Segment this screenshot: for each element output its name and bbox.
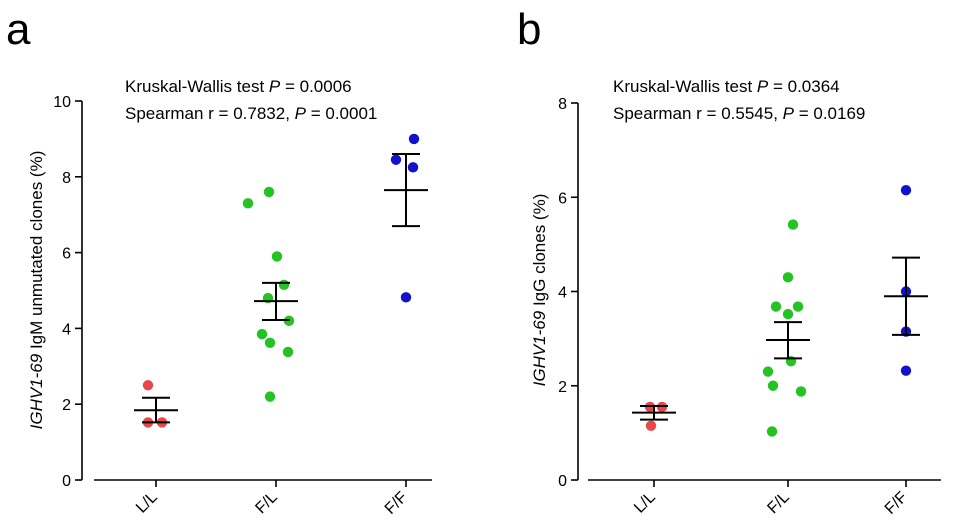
- y-tick-label: 2: [62, 397, 71, 414]
- data-point: [900, 184, 912, 196]
- panel-b: b Kruskal-Wallis test P = 0.0364 Spearma…: [517, 5, 941, 518]
- data-point: [782, 272, 794, 283]
- data-point: [256, 328, 268, 340]
- data-point: [900, 365, 912, 376]
- stat-line-2: Spearman r = 0.5545, P = 0.0169: [613, 104, 865, 123]
- y-tick-label: 2: [558, 379, 567, 396]
- group-f-l: [762, 219, 810, 437]
- axes: 0 2 4 6 8 10 L/L F/L F/F: [53, 94, 432, 518]
- data-point: [278, 279, 290, 291]
- stat-line-1: Kruskal-Wallis test P = 0.0364: [613, 77, 840, 96]
- data-point: [400, 292, 412, 303]
- data-point: [282, 346, 294, 358]
- y-tick-label: 10: [53, 94, 71, 111]
- data-point: [770, 301, 782, 312]
- stat-line-2: Spearman r = 0.7832, P = 0.0001: [125, 104, 377, 123]
- data-point: [271, 251, 283, 262]
- data-point: [645, 420, 657, 432]
- marks: [632, 184, 928, 437]
- y-tick-label: 6: [558, 190, 567, 207]
- data-point: [390, 154, 402, 165]
- y-tick-label: 8: [558, 96, 567, 113]
- y-axis-label: IGHV1-69 IgG clones (%): [530, 194, 549, 387]
- x-tick-label: F/L: [764, 489, 792, 517]
- x-tick-label: L/L: [631, 489, 659, 517]
- data-point: [782, 308, 794, 320]
- data-point: [792, 301, 804, 312]
- y-tick-label: 0: [558, 473, 567, 490]
- group-l-l: [134, 380, 178, 428]
- group-l-l: [632, 401, 676, 432]
- data-point: [264, 391, 276, 402]
- panel-a: a Kruskal-Wallis test P = 0.0006 Spearma…: [6, 5, 432, 518]
- y-tick-label: 8: [62, 170, 71, 187]
- panel-letter: b: [517, 5, 541, 54]
- stat-line-1: Kruskal-Wallis test P = 0.0006: [125, 77, 352, 96]
- data-point: [408, 133, 420, 145]
- data-point: [142, 380, 154, 391]
- data-point: [407, 162, 419, 173]
- data-point: [787, 219, 799, 230]
- y-axis-label: IGHV1-69 IgM unmutated clones (%): [27, 151, 46, 430]
- y-tick-label: 0: [62, 473, 71, 490]
- x-tick-label: L/L: [133, 489, 161, 517]
- y-tick-label: 6: [62, 246, 71, 263]
- y-tick-label: 4: [558, 285, 567, 302]
- marks: [134, 133, 428, 428]
- group-f-l: [242, 186, 298, 402]
- data-point: [762, 366, 774, 377]
- axes: 0 2 4 6 8 L/L F/L F/F: [558, 96, 941, 518]
- data-point: [263, 186, 275, 198]
- panel-letter: a: [6, 5, 31, 54]
- data-point: [242, 198, 254, 209]
- data-point: [767, 380, 779, 391]
- x-tick-label: F/F: [882, 489, 911, 518]
- group-f-f: [884, 184, 928, 376]
- data-point: [795, 386, 807, 397]
- group-f-f: [384, 133, 428, 303]
- x-tick-label: F/F: [382, 489, 411, 518]
- data-point: [766, 426, 778, 437]
- y-tick-label: 4: [62, 321, 71, 338]
- data-point: [264, 337, 276, 349]
- x-tick-label: F/L: [252, 489, 280, 517]
